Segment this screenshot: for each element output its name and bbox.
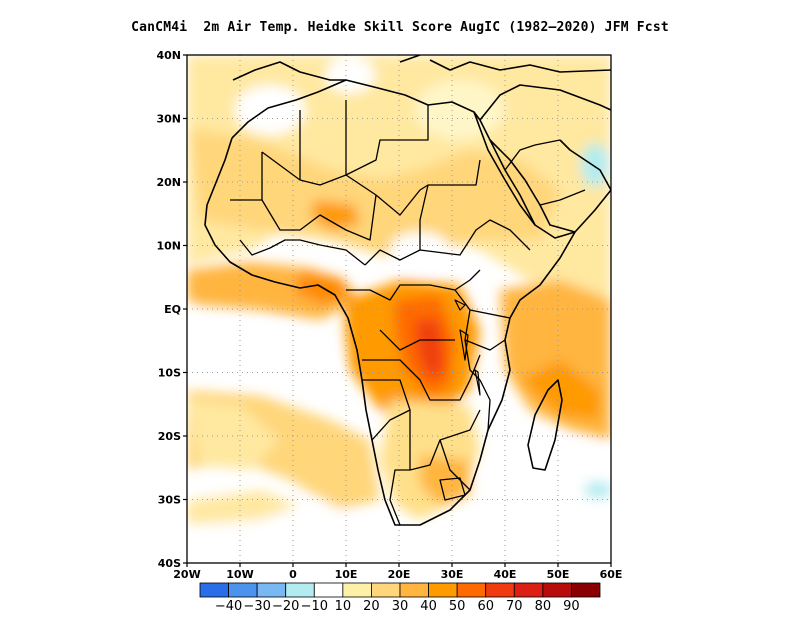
- colorbar-label: 50: [449, 599, 466, 614]
- colorbar-label: 70: [506, 599, 523, 614]
- colorbar-label: 10: [335, 599, 352, 614]
- y-tick-label: 20S: [158, 430, 181, 443]
- colorbar-swatch: [199, 582, 229, 598]
- coastlines: [204, 55, 611, 526]
- region-arabian-sea-negative: [581, 143, 609, 187]
- x-tick-label: 50E: [547, 568, 570, 581]
- colorbar-label: −10: [301, 599, 328, 614]
- colorbar-label: −40: [215, 599, 242, 614]
- colorbar-swatch: [399, 582, 429, 598]
- colorbar: −40 −30 −20 −10 10 20 30 40 50 60 70 80 90: [199, 582, 601, 614]
- y-tick-label: 20N: [156, 176, 181, 189]
- y-tick-label: 30N: [156, 113, 181, 126]
- map-title: CanCM4i 2m Air Temp. Heidke Skill Score …: [131, 20, 669, 35]
- colorbar-swatch: [285, 582, 315, 598]
- y-tick-label: 10N: [156, 240, 181, 253]
- colorbar-label: 30: [392, 599, 409, 614]
- x-tick-label: 30E: [441, 568, 464, 581]
- colorbar-swatch: [542, 582, 572, 598]
- colorbar-label: −20: [272, 599, 299, 614]
- colorbar-swatch: [256, 582, 287, 598]
- y-tick-label: EQ: [164, 303, 181, 316]
- y-tick-label: 40S: [158, 557, 181, 570]
- colorbar-swatch: [513, 582, 544, 598]
- colorbar-swatch: [371, 582, 401, 598]
- x-tick-label: 10E: [335, 568, 358, 581]
- colorbar-swatch: [456, 582, 487, 598]
- colorbar-label: 60: [477, 599, 494, 614]
- colorbar-swatch: [428, 582, 458, 598]
- colorbar-label: 80: [535, 599, 552, 614]
- colorbar-swatch: [342, 582, 372, 598]
- gridlines: [187, 55, 611, 563]
- colorbar-swatch: [571, 582, 601, 598]
- y-tick-label: 10S: [158, 367, 181, 380]
- x-tick-label: 20E: [388, 568, 411, 581]
- colorbar-label: −30: [243, 599, 270, 614]
- madagascar-coastline: [527, 379, 563, 471]
- x-tick-label: 10W: [226, 568, 253, 581]
- y-tick-label: 30S: [158, 494, 181, 507]
- skill-field: [187, 55, 611, 563]
- x-tick-label: 60E: [600, 568, 623, 581]
- x-tick-label: 40E: [494, 568, 517, 581]
- colorbar-label: 40: [420, 599, 437, 614]
- colorbar-swatch: [313, 582, 344, 598]
- colorbar-swatch: [228, 582, 258, 598]
- x-tick-label: 0: [289, 568, 297, 581]
- x-tick-label: 20W: [173, 568, 200, 581]
- colorbar-swatch: [485, 582, 515, 598]
- arabia-coastline: [489, 139, 611, 233]
- colorbar-label: 90: [563, 599, 580, 614]
- y-tick-label: 40N: [156, 49, 181, 62]
- colorbar-label: 20: [363, 599, 380, 614]
- africa-coastline: [204, 79, 576, 526]
